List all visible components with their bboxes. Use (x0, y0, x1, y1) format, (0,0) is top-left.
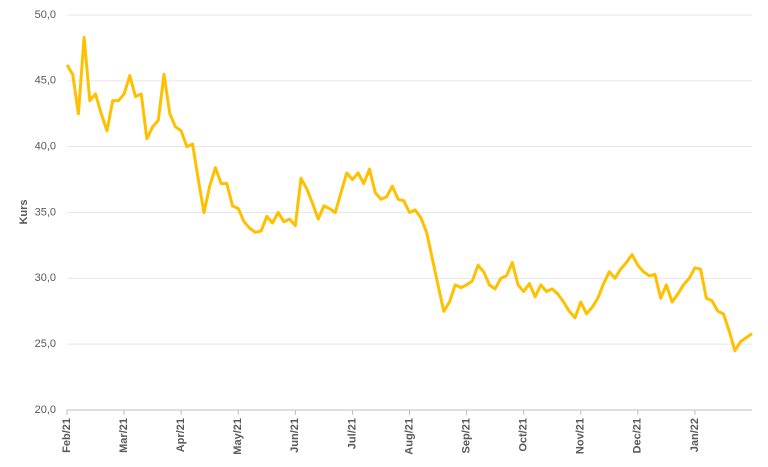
x-tick-label: Nov/21 (575, 418, 587, 454)
y-tick-label: 30,0 (35, 272, 56, 284)
x-tick-label: Apr/21 (175, 418, 187, 452)
y-tick-label: 50,0 (35, 9, 56, 21)
x-tick-label: May/21 (232, 418, 244, 455)
x-tick-label: Jun/21 (289, 418, 301, 453)
x-tick-label: Jul/21 (346, 418, 358, 449)
price-line (65, 35, 753, 353)
y-axis-label: Kurs (18, 199, 30, 224)
x-tick-label: Feb/21 (61, 418, 73, 453)
y-tick-label: 20,0 (35, 404, 56, 416)
y-tick-label: 25,0 (35, 338, 56, 350)
x-tick-label: Mar/21 (118, 418, 130, 453)
x-tick-label: Oct/21 (518, 418, 530, 452)
y-tick-label: 45,0 (35, 75, 56, 87)
y-tick-label: 35,0 (35, 206, 56, 218)
x-tick-label: Jan/22 (689, 418, 701, 452)
x-tick-label: Aug/21 (403, 418, 415, 455)
x-tick-label: Sep/21 (460, 418, 472, 453)
y-tick-label: 40,0 (35, 141, 56, 153)
x-tick-label: Dec/21 (632, 418, 644, 453)
